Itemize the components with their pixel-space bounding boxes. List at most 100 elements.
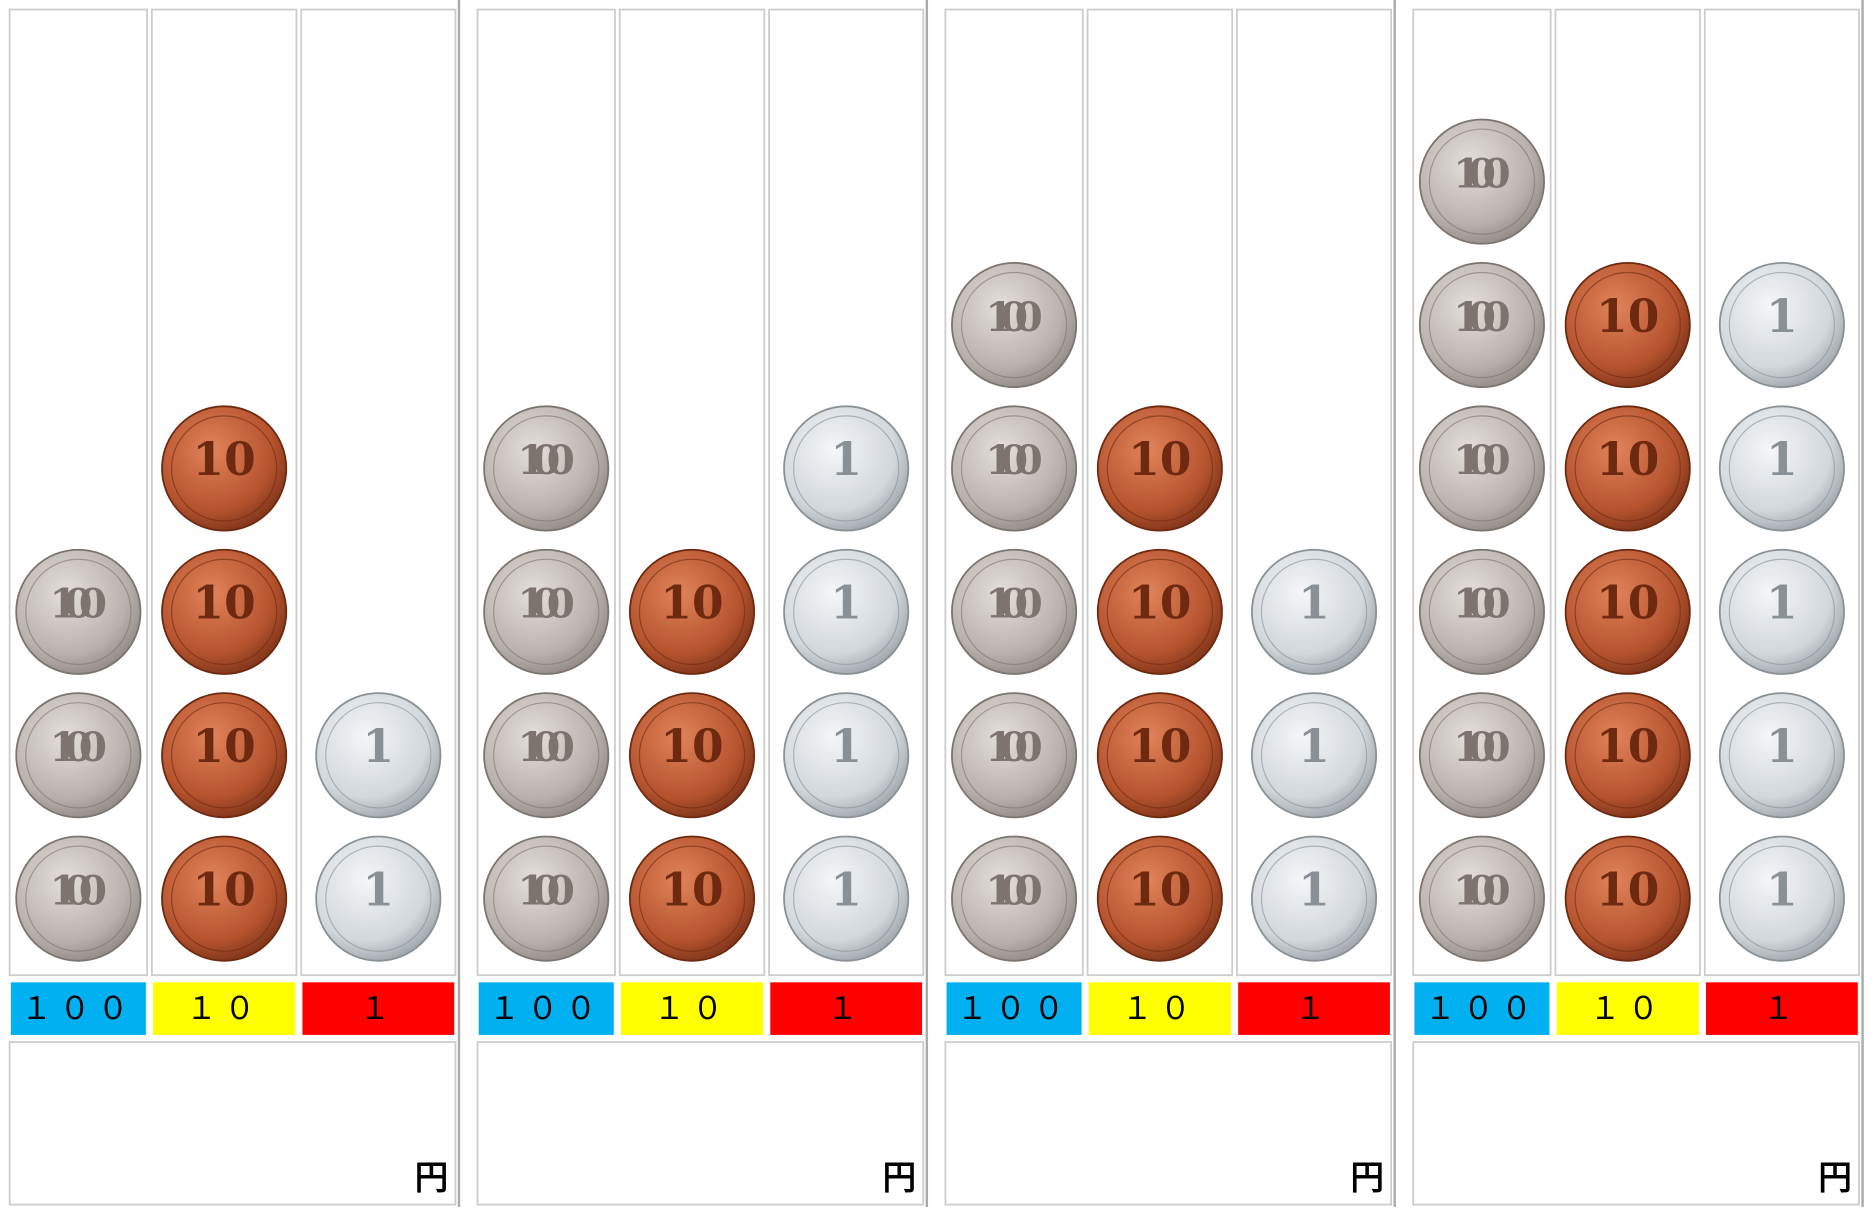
coin-face: 10 bbox=[660, 862, 723, 916]
coin-face: 10 bbox=[193, 719, 256, 773]
coin: 100 bbox=[1420, 550, 1544, 674]
coin: 1 bbox=[784, 550, 908, 674]
coin: 1 bbox=[316, 837, 440, 961]
coin-face: 100 bbox=[1453, 149, 1510, 197]
coin-face: 100 bbox=[50, 723, 107, 771]
coin: 100 bbox=[1420, 263, 1544, 387]
coin-face: 100 bbox=[1453, 723, 1510, 771]
coin-face: 10 bbox=[660, 719, 723, 773]
coin-face: 10 bbox=[1128, 432, 1191, 486]
worksheet: 100 100 100 １００ 10 10 10 10 １０ 1 1 １ 円 100 100 100 100 １０… bbox=[0, 0, 1874, 1207]
coin: 10 bbox=[162, 693, 286, 817]
value-label: １０ bbox=[654, 991, 730, 1027]
coin-face: 100 bbox=[518, 580, 575, 628]
coin: 100 bbox=[16, 550, 140, 674]
coin: 10 bbox=[162, 837, 286, 961]
coin-face: 10 bbox=[1596, 576, 1659, 630]
coin-face: 1 bbox=[1766, 719, 1798, 773]
coin-column bbox=[301, 10, 455, 976]
coin: 1 bbox=[1720, 837, 1844, 961]
coin: 1 bbox=[1252, 693, 1376, 817]
coin-face: 1 bbox=[1766, 289, 1798, 343]
value-label: １００ bbox=[1425, 991, 1540, 1027]
value-label: １ bbox=[827, 991, 865, 1027]
coin: 100 bbox=[952, 837, 1076, 961]
answer-box bbox=[945, 1042, 1391, 1205]
coin: 1 bbox=[784, 693, 908, 817]
coin-face: 10 bbox=[193, 432, 256, 486]
coin: 100 bbox=[484, 837, 608, 961]
coin: 100 bbox=[1420, 406, 1544, 530]
coin-face: 100 bbox=[985, 436, 1042, 484]
coin: 100 bbox=[16, 693, 140, 817]
coin: 10 bbox=[1566, 550, 1690, 674]
coin: 100 bbox=[484, 550, 608, 674]
unit-label: 円 bbox=[883, 1158, 916, 1197]
unit-label: 円 bbox=[415, 1158, 448, 1197]
coin-face: 100 bbox=[1453, 580, 1510, 628]
coin: 100 bbox=[1420, 693, 1544, 817]
coin: 1 bbox=[1252, 550, 1376, 674]
coin-face: 1 bbox=[1298, 719, 1330, 773]
coin-face: 10 bbox=[1128, 576, 1191, 630]
coin-face: 100 bbox=[985, 293, 1042, 341]
coin: 10 bbox=[1098, 837, 1222, 961]
coin-face: 1 bbox=[1766, 576, 1798, 630]
value-label: １ bbox=[1295, 991, 1333, 1027]
answer-box bbox=[10, 1042, 456, 1205]
coin-face: 100 bbox=[985, 580, 1042, 628]
coin-face: 1 bbox=[1766, 432, 1798, 486]
coin-column bbox=[1237, 10, 1391, 976]
coin: 100 bbox=[952, 693, 1076, 817]
coin-face: 10 bbox=[1596, 432, 1659, 486]
coin-face: 100 bbox=[50, 580, 107, 628]
coin: 100 bbox=[952, 550, 1076, 674]
coin-column bbox=[620, 10, 765, 976]
coin: 1 bbox=[1720, 693, 1844, 817]
coin-face: 10 bbox=[1128, 862, 1191, 916]
answer-box bbox=[1413, 1042, 1859, 1205]
coin-face: 1 bbox=[1298, 576, 1330, 630]
coin-face: 10 bbox=[1596, 719, 1659, 773]
coin: 100 bbox=[1420, 120, 1544, 244]
coin: 10 bbox=[1566, 837, 1690, 961]
coin-face: 10 bbox=[193, 862, 256, 916]
value-label: １０ bbox=[186, 991, 262, 1027]
coin: 100 bbox=[484, 406, 608, 530]
coin-face: 100 bbox=[518, 436, 575, 484]
coin-face: 100 bbox=[985, 866, 1042, 914]
value-label: １０ bbox=[1122, 991, 1198, 1027]
coin-face: 10 bbox=[660, 576, 723, 630]
value-label: １００ bbox=[957, 991, 1072, 1027]
coin-face: 100 bbox=[1453, 866, 1510, 914]
coin: 100 bbox=[16, 837, 140, 961]
coin: 1 bbox=[784, 837, 908, 961]
coin: 10 bbox=[1098, 550, 1222, 674]
coin-face: 100 bbox=[985, 723, 1042, 771]
value-label: １００ bbox=[21, 991, 136, 1027]
coin-face: 100 bbox=[518, 723, 575, 771]
value-label: １ bbox=[359, 991, 397, 1027]
coin-face: 100 bbox=[1453, 293, 1510, 341]
coin-face: 1 bbox=[1298, 862, 1330, 916]
coin: 10 bbox=[162, 406, 286, 530]
coin: 10 bbox=[1566, 263, 1690, 387]
coin-face: 10 bbox=[1128, 719, 1191, 773]
coin: 1 bbox=[1720, 263, 1844, 387]
coin-face: 100 bbox=[1453, 436, 1510, 484]
coin-face: 1 bbox=[830, 432, 862, 486]
coin: 1 bbox=[1720, 406, 1844, 530]
coin-face: 1 bbox=[830, 862, 862, 916]
coin: 1 bbox=[1252, 837, 1376, 961]
coin: 100 bbox=[952, 263, 1076, 387]
coin-face: 1 bbox=[830, 576, 862, 630]
coin-face: 1 bbox=[1766, 862, 1798, 916]
coin: 10 bbox=[1098, 693, 1222, 817]
coin-face: 10 bbox=[1596, 289, 1659, 343]
unit-label: 円 bbox=[1818, 1158, 1851, 1197]
coin: 1 bbox=[1720, 550, 1844, 674]
coin: 10 bbox=[630, 837, 754, 961]
coin-face: 1 bbox=[830, 719, 862, 773]
value-label: １００ bbox=[489, 991, 604, 1027]
coin-face: 10 bbox=[193, 576, 256, 630]
